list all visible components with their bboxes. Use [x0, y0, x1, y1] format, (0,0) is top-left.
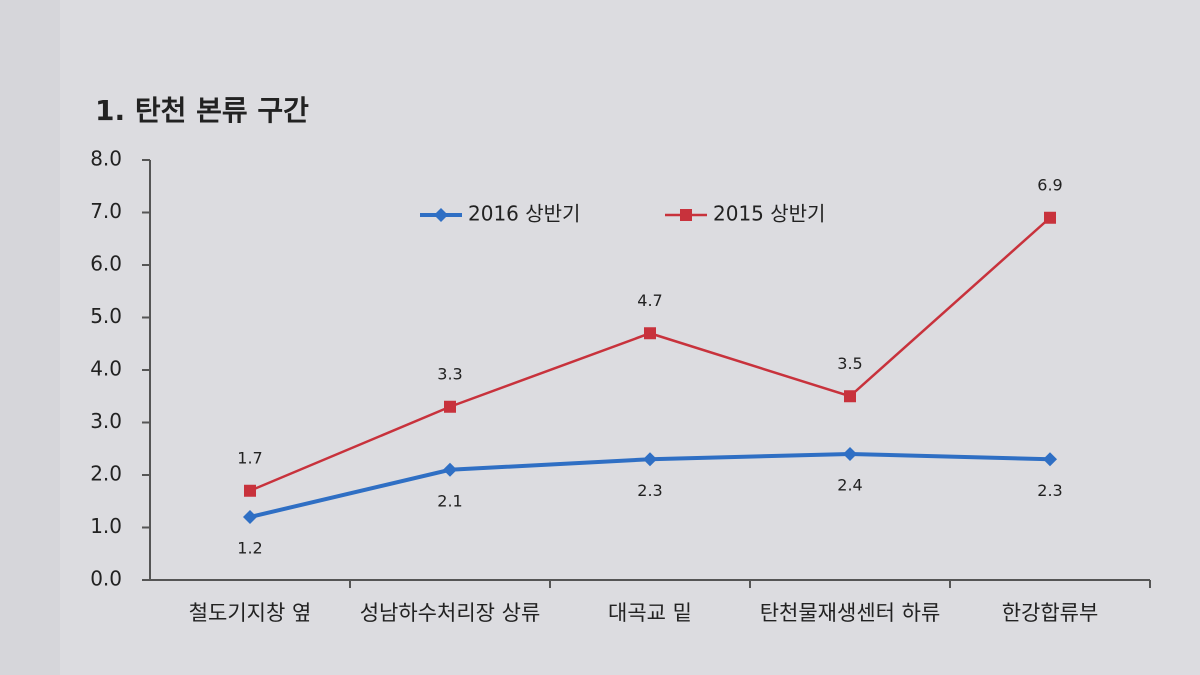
point: [680, 209, 692, 221]
data-label: 3.5: [837, 354, 862, 373]
data-label: 2.3: [1037, 481, 1062, 500]
y-tick-label: 4.0: [90, 357, 122, 381]
x-tick-label: 철도기지창 옆: [189, 601, 312, 625]
y-tick-label: 3.0: [90, 409, 122, 433]
point: [1043, 452, 1057, 467]
data-label: 4.7: [637, 291, 662, 310]
y-tick-label: 0.0: [90, 567, 122, 591]
point: [643, 452, 657, 467]
point: [644, 327, 656, 340]
chart-title: 1. 탄천 본류 구간: [95, 94, 309, 127]
x-tick-label: 대곡교 밑: [608, 601, 692, 625]
legend-label: 2016 상반기: [468, 202, 580, 226]
point: [443, 462, 457, 477]
y-tick-label: 7.0: [90, 199, 122, 223]
point: [843, 447, 857, 461]
point: [243, 510, 257, 524]
legend-label: 2015 상반기: [713, 202, 825, 226]
point: [444, 400, 456, 413]
point: [844, 390, 856, 403]
x-tick-label: 탄천물재생센터 하류: [760, 601, 941, 625]
data-label: 2.1: [437, 491, 462, 510]
y-tick-label: 1.0: [90, 514, 122, 538]
data-label: 1.7: [237, 448, 262, 467]
point: [244, 484, 256, 497]
point: [1044, 211, 1056, 224]
y-tick-label: 6.0: [90, 252, 122, 276]
x-tick-label: 성남하수처리장 상류: [360, 601, 541, 625]
y-tick-label: 5.0: [90, 304, 122, 328]
y-tick-label: 8.0: [90, 147, 122, 171]
x-tick-label: 한강합류부: [1002, 601, 1099, 625]
data-label: 1.2: [237, 539, 262, 558]
data-label: 2.4: [837, 476, 862, 495]
y-tick-label: 2.0: [90, 462, 122, 486]
paper: [60, 0, 1200, 675]
point: [434, 208, 448, 222]
data-label: 2.3: [637, 481, 662, 500]
data-label: 6.9: [1037, 175, 1062, 194]
data-label: 3.3: [437, 364, 462, 383]
